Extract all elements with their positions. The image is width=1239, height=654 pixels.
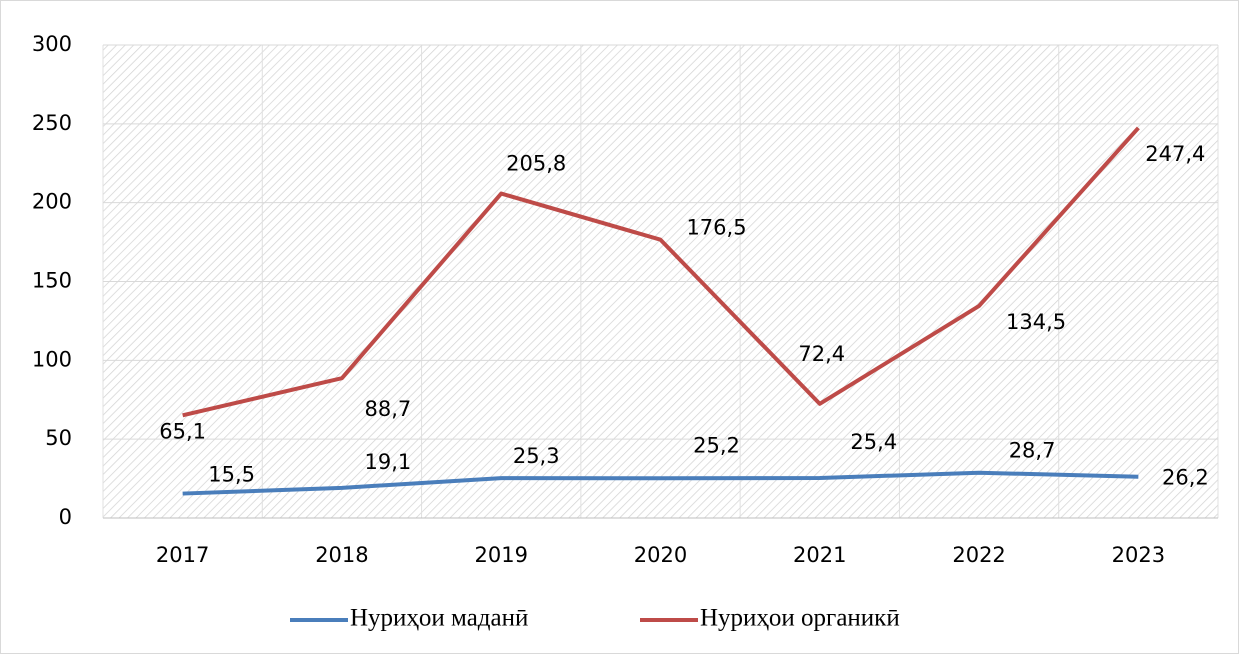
x-tick-label: 2021 — [793, 543, 846, 567]
data-label: 65,1 — [159, 419, 206, 443]
data-label: 205,8 — [506, 152, 566, 176]
data-label: 15,5 — [208, 463, 255, 487]
data-label: 26,2 — [1162, 466, 1209, 490]
data-label: 25,4 — [850, 430, 897, 454]
x-tick-label: 2019 — [474, 543, 527, 567]
y-tick-label: 300 — [32, 32, 72, 56]
data-line — [182, 126, 1140, 418]
data-line — [182, 470, 1139, 496]
x-tick-label: 2017 — [156, 543, 209, 567]
data-label: 134,5 — [1006, 310, 1066, 334]
x-tick-label: 2023 — [1112, 543, 1165, 567]
x-tick-label: 2022 — [952, 543, 1005, 567]
y-tick-label: 250 — [32, 111, 72, 135]
legend-label: Нуриҳои органикӣ — [700, 605, 900, 632]
y-tick-label: 100 — [32, 347, 72, 371]
x-tick-label: 2020 — [634, 543, 687, 567]
data-label: 25,2 — [693, 433, 740, 457]
y-tick-label: 200 — [32, 190, 72, 214]
data-label: 88,7 — [365, 397, 412, 421]
data-label: 72,4 — [798, 342, 845, 366]
legend-label: Нуриҳои маданӣ — [350, 605, 528, 632]
data-label: 25,3 — [513, 444, 560, 468]
data-label: 28,7 — [1009, 439, 1056, 463]
data-label: 176,5 — [686, 216, 746, 240]
y-tick-label: 0 — [59, 505, 72, 529]
y-tick-label: 50 — [45, 426, 72, 450]
data-label: 247,4 — [1145, 142, 1205, 166]
y-tick-label: 150 — [32, 269, 72, 293]
x-tick-label: 2018 — [315, 543, 368, 567]
data-label: 19,1 — [365, 450, 412, 474]
